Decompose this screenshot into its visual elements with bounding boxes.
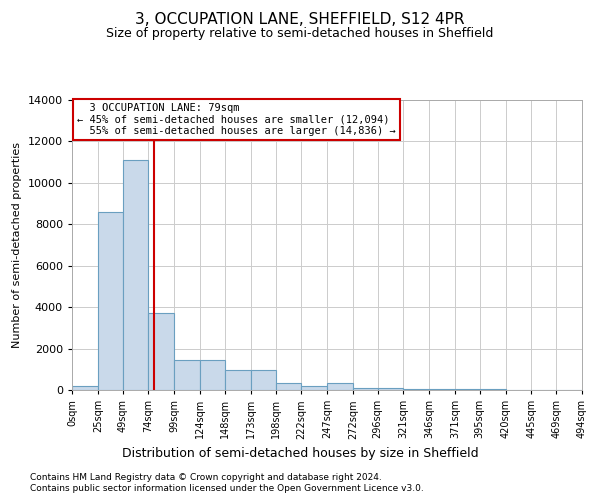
Bar — [377, 388, 403, 390]
Y-axis label: Number of semi-detached properties: Number of semi-detached properties — [12, 142, 22, 348]
Bar — [200, 360, 225, 390]
Bar — [174, 360, 200, 390]
Text: Distribution of semi-detached houses by size in Sheffield: Distribution of semi-detached houses by … — [122, 448, 478, 460]
Text: 3, OCCUPATION LANE, SHEFFIELD, S12 4PR: 3, OCCUPATION LANE, SHEFFIELD, S12 4PR — [135, 12, 465, 28]
Bar — [353, 388, 377, 390]
Bar — [98, 212, 122, 390]
Bar — [327, 383, 353, 390]
Bar — [148, 314, 174, 390]
Bar — [403, 389, 429, 390]
Text: Size of property relative to semi-detached houses in Sheffield: Size of property relative to semi-detach… — [106, 28, 494, 40]
Bar — [251, 370, 277, 390]
Text: Contains public sector information licensed under the Open Government Licence v3: Contains public sector information licen… — [30, 484, 424, 493]
Bar — [277, 383, 301, 390]
Text: 3 OCCUPATION LANE: 79sqm
← 45% of semi-detached houses are smaller (12,094)
  55: 3 OCCUPATION LANE: 79sqm ← 45% of semi-d… — [77, 103, 396, 136]
Bar — [429, 389, 455, 390]
Bar — [301, 386, 327, 390]
Bar — [455, 389, 480, 390]
Text: Contains HM Land Registry data © Crown copyright and database right 2024.: Contains HM Land Registry data © Crown c… — [30, 472, 382, 482]
Bar — [122, 160, 148, 390]
Bar — [72, 386, 98, 390]
Bar — [225, 370, 251, 390]
